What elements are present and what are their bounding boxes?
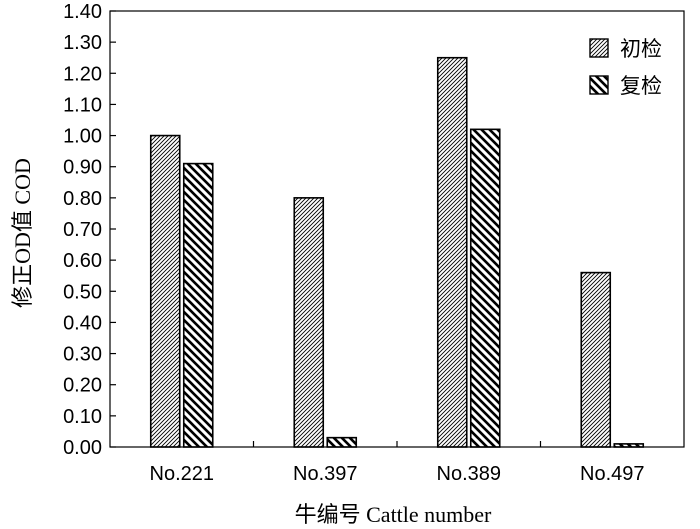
y-tick-label: 0.90 [63, 157, 102, 179]
y-tick-label: 1.40 [63, 1, 102, 23]
x-tick-label: No.221 [150, 463, 215, 485]
y-tick-label: 0.20 [63, 375, 102, 397]
bar-initial-no397 [293, 197, 325, 448]
y-tick-label: 0.60 [63, 250, 102, 272]
bar-retest-no389 [469, 128, 501, 448]
axes-group: 0.00 0.10 0.20 0.30 0.40 0.50 0.60 0.70 0.80 0.90… [63, 1, 685, 485]
bar-initial-no389 [436, 56, 468, 448]
bar-retest-no397 [326, 436, 358, 448]
y-axis-title: 修正OD值 COD [10, 158, 35, 308]
x-tick-label: No.397 [293, 463, 358, 485]
y-tick-label: 0.70 [63, 219, 102, 241]
y-tick-label: 1.10 [63, 94, 102, 116]
legend-label: 复检 [620, 74, 662, 98]
y-tick-label: 0.00 [63, 437, 102, 459]
bar-initial-no497 [580, 271, 612, 448]
bar-initial-no221 [149, 134, 181, 448]
bar-retest-no221 [182, 162, 214, 448]
x-tick-label: No.389 [437, 463, 502, 485]
x-tick-label: No.497 [580, 463, 645, 485]
legend-swatch [589, 38, 609, 58]
y-tick-label: 0.50 [63, 281, 102, 303]
y-tick-label: 1.00 [63, 126, 102, 148]
legend-swatch [589, 75, 609, 95]
y-tick-label: 0.30 [63, 344, 102, 366]
y-tick-label: 0.80 [63, 188, 102, 210]
legend-label: 初检 [620, 37, 662, 61]
bars-group [149, 56, 645, 448]
x-axis-title: 牛编号 Cattle number [295, 502, 492, 527]
y-tick-label: 0.40 [63, 312, 102, 334]
y-tick-label: 1.30 [63, 32, 102, 54]
y-tick-label: 0.10 [63, 406, 102, 428]
y-tick-label: 1.20 [63, 63, 102, 85]
